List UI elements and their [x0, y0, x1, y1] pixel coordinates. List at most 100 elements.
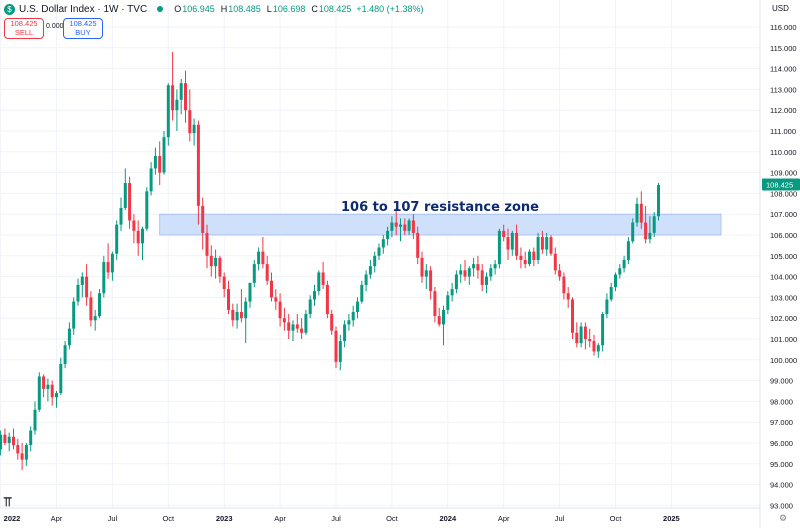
candle-body — [639, 203, 643, 223]
candle — [3, 428, 7, 446]
candle — [244, 297, 248, 344]
candle — [579, 322, 583, 348]
candle-body — [356, 301, 359, 312]
time-tick-label: Apr — [274, 514, 286, 523]
candles — [0, 51, 660, 471]
candle — [364, 270, 368, 292]
candle-body — [153, 155, 157, 169]
candle — [558, 264, 562, 281]
candle — [89, 291, 93, 327]
candle — [218, 255, 222, 283]
candle — [106, 243, 110, 279]
candle — [149, 162, 153, 196]
candle-body — [648, 232, 652, 240]
candle — [497, 228, 501, 269]
candle — [545, 232, 549, 256]
candle-body — [145, 191, 149, 229]
time-tick-label: 2024 — [439, 514, 457, 523]
candle-body — [192, 124, 196, 134]
candle-body — [110, 253, 114, 273]
candle-body — [141, 228, 144, 244]
candle-body — [618, 268, 622, 275]
price-tick-label: 94.000 — [770, 481, 793, 490]
sell-button[interactable]: 108.425 SELL — [4, 18, 44, 39]
candle — [295, 314, 299, 333]
candle — [360, 280, 364, 304]
candle — [459, 264, 463, 283]
price-tick-label: 108.000 — [770, 189, 797, 198]
candle — [506, 228, 510, 260]
high-value: 108.485 — [228, 4, 261, 14]
candle-body — [442, 309, 445, 325]
candle-body — [351, 311, 355, 321]
candle-body — [558, 270, 562, 277]
candle-body — [295, 324, 299, 329]
candle-body — [128, 183, 132, 221]
candle — [196, 120, 200, 225]
candle — [24, 443, 28, 466]
candle-body — [201, 205, 205, 233]
tradingview-logo-icon[interactable]: ⫪ — [4, 494, 12, 509]
candle — [235, 303, 239, 329]
time-tick-label: 2023 — [216, 514, 233, 523]
candle-body — [115, 224, 119, 254]
candle — [515, 224, 519, 260]
candle-body — [575, 332, 579, 344]
candle-body — [338, 341, 342, 362]
candle — [93, 309, 97, 331]
candle-body — [467, 268, 471, 277]
price-tick-label: 105.000 — [770, 252, 797, 261]
candle — [334, 326, 338, 369]
candle-body — [549, 237, 553, 254]
candle — [631, 218, 635, 244]
candle-body — [175, 99, 179, 111]
candle-body — [188, 110, 192, 134]
candle — [102, 255, 106, 298]
candle — [639, 191, 643, 229]
candle — [0, 430, 3, 456]
candle-body — [532, 251, 536, 260]
price-tick-label: 115.000 — [770, 44, 797, 53]
candle-body — [343, 324, 347, 342]
candle — [605, 293, 609, 319]
candle-body — [7, 436, 11, 443]
candle — [192, 118, 196, 146]
buy-button[interactable]: 108.425 BUY — [63, 18, 103, 39]
candle-body — [123, 183, 127, 208]
time-tick-label: 2025 — [663, 514, 680, 523]
candle — [528, 249, 531, 267]
candle — [442, 305, 445, 346]
candle-body — [89, 297, 93, 321]
candle-body — [209, 255, 213, 267]
candle-body — [652, 216, 656, 233]
candle-body — [497, 230, 501, 265]
time-tick-label: Jul — [108, 514, 118, 523]
candle — [407, 218, 411, 235]
close-value: 108.425 — [318, 4, 352, 14]
symbol-title[interactable]: U.S. Dollar Index · 1W · TVC — [19, 3, 148, 15]
candle — [29, 426, 33, 452]
price-tick-label: 106.000 — [770, 231, 797, 240]
candle — [184, 70, 187, 123]
candle-body — [347, 320, 351, 325]
candle — [50, 380, 54, 406]
low-value: 106.698 — [272, 4, 306, 14]
candle-body — [0, 434, 3, 450]
candle — [635, 197, 639, 227]
settings-gear-icon[interactable]: ⚙ — [779, 513, 788, 523]
candle-body — [162, 137, 166, 173]
candle — [454, 270, 458, 294]
candle-body — [42, 376, 46, 389]
candle — [657, 183, 660, 221]
time-tick-label: Oct — [610, 514, 623, 523]
candle — [291, 320, 295, 342]
candle-body — [626, 241, 630, 260]
candle-body — [368, 266, 372, 275]
candle — [7, 432, 11, 452]
buy-price: 108.425 — [69, 19, 97, 28]
currency-label[interactable]: USD — [772, 4, 789, 13]
candle-body — [76, 284, 80, 302]
candle-body — [519, 255, 523, 260]
candle — [394, 207, 398, 235]
